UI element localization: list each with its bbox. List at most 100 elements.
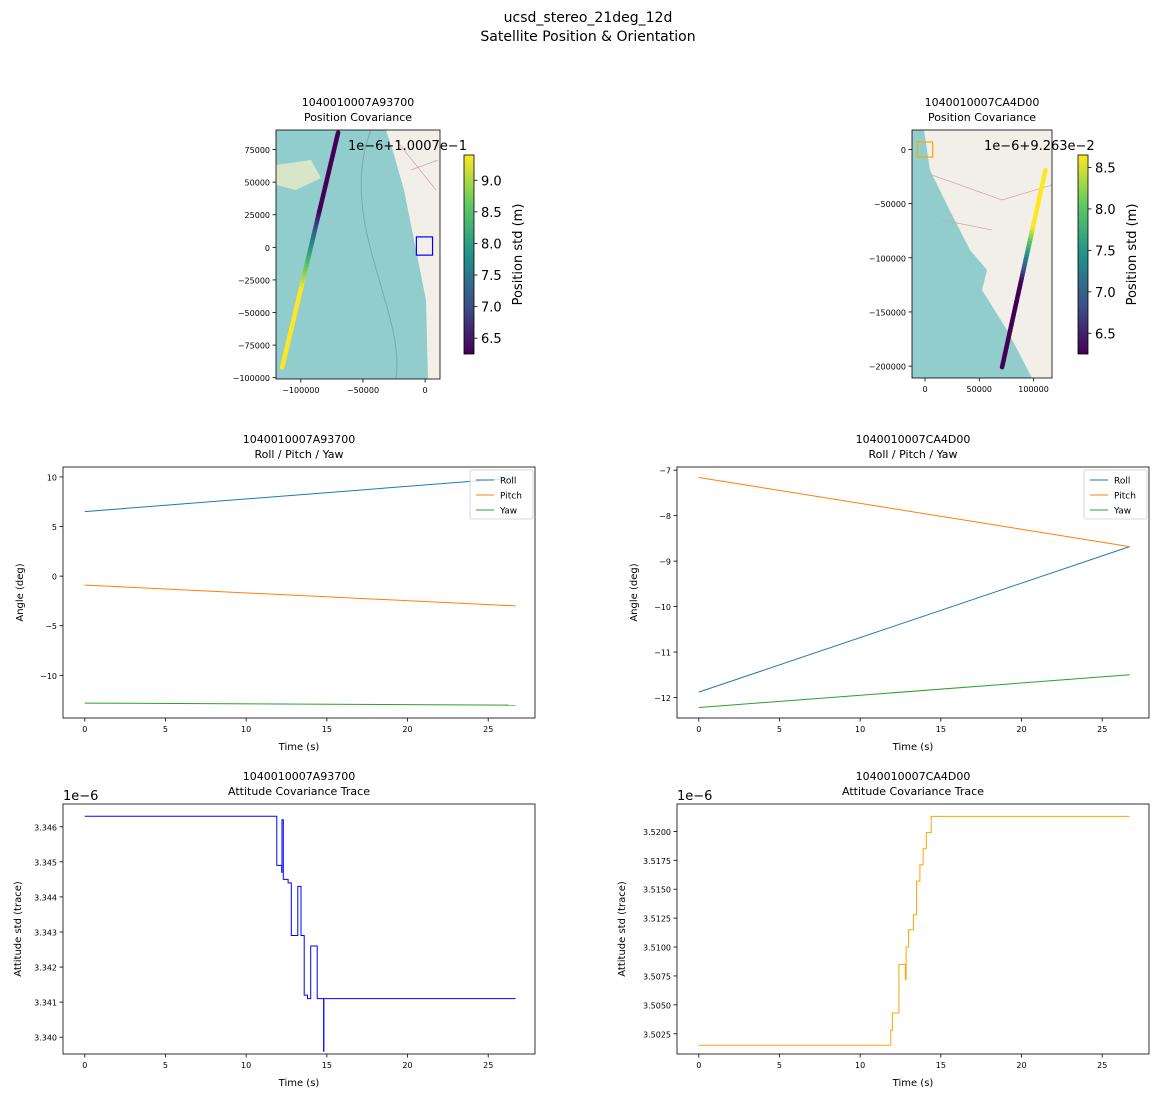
series-line-pitch bbox=[698, 477, 1130, 548]
legend-label: Yaw bbox=[499, 507, 517, 517]
colorbar-tick-label: 8.5 bbox=[1095, 161, 1116, 176]
y-tick-label: −9 bbox=[659, 558, 671, 567]
x-tick-label: 20 bbox=[402, 725, 412, 734]
legend-label: Yaw bbox=[1113, 507, 1131, 517]
chart-subtitle: Roll / Pitch / Yaw bbox=[868, 448, 957, 461]
y-axis-label: Attitude std (trace) bbox=[617, 881, 628, 977]
x-tick-label: 15 bbox=[322, 1061, 332, 1070]
legend-box bbox=[469, 469, 534, 520]
trace-line bbox=[698, 815, 1130, 1046]
x-tick-label: 15 bbox=[936, 725, 946, 734]
map-roads bbox=[931, 174, 1052, 231]
colorbar-offset-text: 1e−6+1.0007e−1 bbox=[348, 139, 467, 154]
colorbar-label: Position std (m) bbox=[1125, 204, 1140, 306]
roll-pitch-yaw-panel-a: 1040010007A93700 Roll / Pitch / Yaw 0 5 10 15… bbox=[15, 433, 536, 753]
y-tick-label: 25000 bbox=[245, 211, 270, 220]
colorbar-tick-label: 7.5 bbox=[1095, 244, 1116, 259]
colorbar-tick-label: 8.5 bbox=[481, 206, 502, 221]
y-tick-label: 0 bbox=[265, 244, 270, 253]
y-tick-label: 3.343 bbox=[34, 928, 57, 937]
y-tick-label: 3.344 bbox=[34, 893, 57, 902]
colorbar-tick-label: 7.5 bbox=[481, 269, 502, 284]
chart-title: 1040010007A93700 bbox=[243, 770, 356, 783]
map-island bbox=[276, 160, 321, 190]
attitude-trace-panel-b: 1040010007CA4D00 Attitude Covariance Trac… bbox=[617, 770, 1150, 1089]
x-tick-label: 100000 bbox=[1018, 385, 1049, 394]
y-tick-label: 75000 bbox=[245, 146, 270, 155]
track-point bbox=[1042, 167, 1048, 176]
x-tick-label: 0 bbox=[696, 1061, 701, 1070]
y-tick-label: −11 bbox=[654, 649, 671, 658]
colorbar-tick-label: 8.0 bbox=[481, 237, 502, 252]
y-tick-label: 50000 bbox=[245, 179, 270, 188]
x-tick-label: 15 bbox=[322, 725, 332, 734]
y-tick-label: −12 bbox=[654, 694, 671, 703]
x-tick-label: 25 bbox=[483, 725, 493, 734]
x-tick-label: 25 bbox=[1097, 1061, 1107, 1070]
x-tick-label: 5 bbox=[163, 725, 168, 734]
map-boundary bbox=[360, 130, 398, 379]
x-tick-label: 25 bbox=[483, 1061, 493, 1070]
colorbar bbox=[463, 154, 475, 355]
y-tick-label: −50000 bbox=[238, 309, 270, 318]
legend-box bbox=[1083, 469, 1148, 520]
y-tick-label: 3.340 bbox=[34, 1034, 57, 1043]
y-tick-label: 3.341 bbox=[34, 999, 57, 1008]
x-axis-label: Time (s) bbox=[892, 1078, 934, 1089]
y-tick-label: −200000 bbox=[869, 363, 906, 372]
chart-subtitle: Roll / Pitch / Yaw bbox=[254, 448, 343, 461]
x-tick-label: 20 bbox=[1016, 1061, 1026, 1070]
series-line-yaw bbox=[698, 674, 1130, 708]
colorbar-label: Position std (m) bbox=[511, 204, 526, 306]
x-tick-label: 15 bbox=[936, 1061, 946, 1070]
position-map-panel-a: 1040010007A93700 Position Covariance −1000… bbox=[233, 96, 526, 395]
colorbar-tick-label: 7.0 bbox=[1095, 286, 1116, 301]
axes-frame bbox=[911, 129, 1053, 379]
x-tick-label: 5 bbox=[777, 725, 782, 734]
y-tick-label: 0 bbox=[901, 146, 906, 155]
y-tick-label: −100000 bbox=[233, 374, 270, 383]
y-tick-label: −8 bbox=[659, 512, 671, 521]
x-tick-label: 10 bbox=[855, 725, 865, 734]
x-tick-label: −100000 bbox=[282, 386, 319, 395]
x-tick-label: 0 bbox=[423, 386, 428, 395]
legend-label: Roll bbox=[500, 477, 516, 487]
y-tick-label: −10 bbox=[654, 603, 671, 612]
y-tick-label: 3.5125 bbox=[643, 915, 671, 924]
colorbar-tick-label: 8.0 bbox=[1095, 203, 1116, 218]
chart-subtitle: Attitude Covariance Trace bbox=[842, 785, 984, 798]
chart-title: 1040010007CA4D00 bbox=[856, 770, 971, 783]
attitude-trace-panel-a: 1040010007A93700 Attitude Covariance Trac… bbox=[13, 770, 536, 1089]
colorbar-tick-label: 6.5 bbox=[481, 332, 502, 347]
y-tick-label: −75000 bbox=[238, 342, 270, 351]
figure-title: ucsd_stereo_21deg_12d bbox=[504, 10, 673, 26]
x-tick-label: 20 bbox=[1016, 725, 1026, 734]
x-tick-label: 0 bbox=[696, 725, 701, 734]
figure-subtitle: Satellite Position & Orientation bbox=[480, 29, 695, 45]
chart-subtitle: Position Covariance bbox=[304, 111, 412, 124]
y-tick-label: 5 bbox=[52, 523, 57, 532]
y-axis-label: Angle (deg) bbox=[15, 563, 26, 621]
colorbar-tick-label: 9.0 bbox=[481, 174, 502, 189]
x-axis-label: Time (s) bbox=[278, 1078, 320, 1089]
y-tick-label: 3.5050 bbox=[643, 1001, 671, 1010]
colorbar bbox=[1077, 154, 1089, 355]
y-tick-label: 3.5150 bbox=[643, 886, 671, 895]
x-tick-label: 5 bbox=[163, 1061, 168, 1070]
axes-frame bbox=[676, 466, 1150, 719]
x-tick-label: 50000 bbox=[967, 385, 992, 394]
x-tick-label: 10 bbox=[855, 1061, 865, 1070]
map-land bbox=[924, 130, 1052, 378]
series-line-roll bbox=[84, 477, 516, 513]
y-tick-label: 3.5025 bbox=[643, 1030, 671, 1039]
basemap bbox=[276, 130, 440, 379]
x-axis-label: Time (s) bbox=[278, 742, 320, 753]
y-tick-label: 3.5200 bbox=[643, 828, 671, 837]
y-tick-label: 3.5100 bbox=[643, 944, 671, 953]
x-tick-label: 0 bbox=[82, 725, 87, 734]
y-tick-label: 10 bbox=[47, 473, 57, 482]
x-axis-label: Time (s) bbox=[892, 742, 934, 753]
chart-subtitle: Position Covariance bbox=[928, 111, 1036, 124]
y-axis-label: Attitude std (trace) bbox=[13, 881, 24, 977]
